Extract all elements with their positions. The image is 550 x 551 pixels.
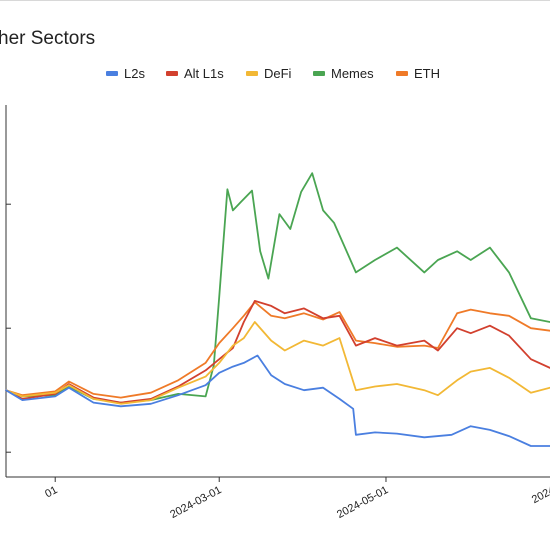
legend-swatch bbox=[246, 71, 258, 76]
series-line-memes bbox=[5, 172, 550, 404]
x-axis-tick-label: 01 bbox=[43, 484, 59, 500]
x-axis-tick-label: 2024 bbox=[530, 484, 550, 506]
legend-swatch bbox=[106, 71, 118, 76]
legend-item: Memes bbox=[313, 66, 374, 81]
series-line-alt-l1s bbox=[5, 299, 550, 404]
legend-swatch bbox=[166, 71, 178, 76]
legend-label: DeFi bbox=[264, 66, 292, 81]
series-line-eth bbox=[5, 301, 550, 399]
legend-label: L2s bbox=[124, 66, 145, 81]
series-layer bbox=[5, 172, 550, 447]
legend-item: Alt L1s bbox=[166, 66, 224, 81]
legend-swatch bbox=[313, 71, 325, 76]
x-axis-tick-label: 2024-03-01 bbox=[168, 484, 223, 521]
chart-legend: L2s Alt L1s DeFi Memes ETH bbox=[106, 66, 440, 81]
x-axis-ticks: 01 2024-03-01 2024-05-01 2024 bbox=[43, 477, 550, 521]
chart-title: her Sectors bbox=[0, 28, 96, 49]
legend-label: Alt L1s bbox=[184, 66, 224, 81]
legend-label: Memes bbox=[331, 66, 374, 81]
legend-label: ETH bbox=[414, 66, 440, 81]
series-line-l2s bbox=[5, 354, 550, 447]
chart-axes bbox=[5, 105, 550, 478]
series-line-defi bbox=[5, 321, 550, 405]
legend-item: ETH bbox=[396, 66, 440, 81]
legend-item: L2s bbox=[106, 66, 145, 81]
legend-swatch bbox=[396, 71, 408, 76]
legend-item: DeFi bbox=[246, 66, 292, 81]
x-axis-tick-label: 2024-05-01 bbox=[335, 484, 390, 521]
